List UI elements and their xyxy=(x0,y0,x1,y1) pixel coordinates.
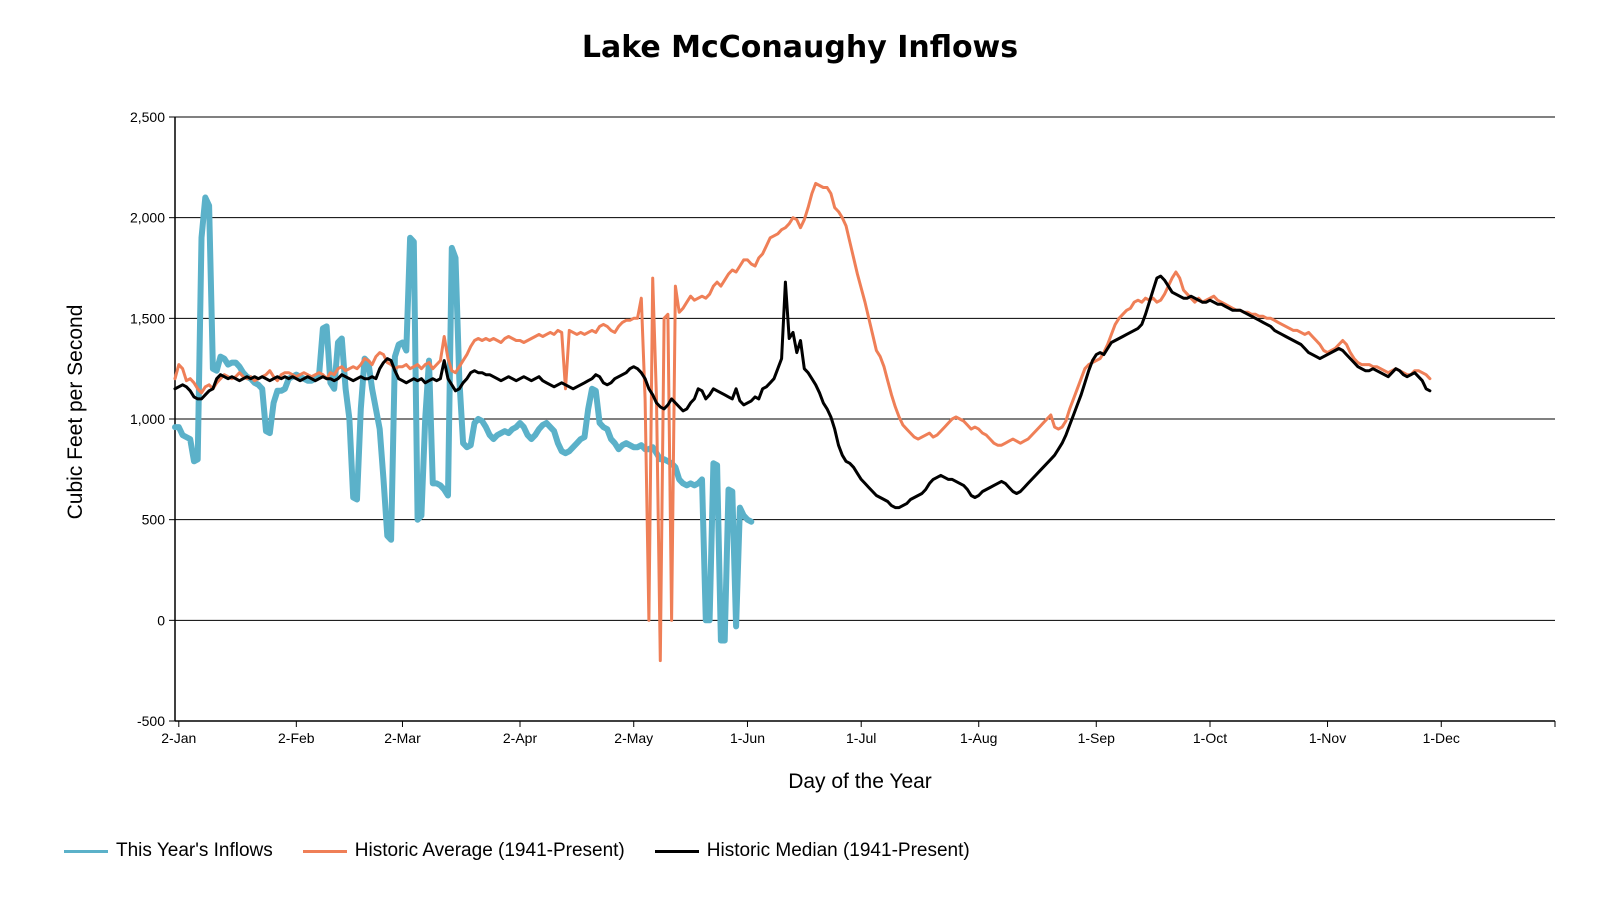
x-tick-label: 2-Feb xyxy=(278,730,315,746)
y-tick-label: 500 xyxy=(142,512,166,528)
legend-label-historic-median: Historic Median (1941-Present) xyxy=(706,840,970,861)
x-tick-label: 1-Jun xyxy=(730,730,765,746)
y-axis-title: Cubic Feet per Second xyxy=(64,305,87,520)
y-tick-label: 0 xyxy=(157,612,165,628)
series-line-this-year xyxy=(172,194,755,644)
y-tick-label: -500 xyxy=(137,713,165,729)
x-tick-label: 1-Jul xyxy=(846,730,876,746)
legend-item-historic-average[interactable]: Historic Average (1941-Present) xyxy=(302,840,625,862)
y-tick-label: 2,000 xyxy=(130,210,165,226)
legend-swatch-this-year xyxy=(64,849,108,853)
x-tick-label: 1-Oct xyxy=(1193,730,1227,746)
chart-title: Lake McConaughy Inflows xyxy=(581,30,1019,65)
x-tick-label: 2-Apr xyxy=(503,730,538,746)
x-tick-label: 1-Dec xyxy=(1423,730,1460,746)
x-tick-label: 2-Mar xyxy=(384,730,421,746)
legend-label-this-year: This Year's Inflows xyxy=(116,840,273,861)
x-tick-label: 1-Sep xyxy=(1078,730,1116,746)
legend-swatch-historic-median xyxy=(654,849,699,853)
x-tick-label: 2-Jan xyxy=(161,730,196,746)
axes: -500 0 500 1,000 1,500 2,000 2,500 2-Jan 2-Feb 2-… xyxy=(130,109,1556,746)
y-tick-label: 2,500 xyxy=(130,109,165,125)
series-lines xyxy=(172,181,1432,663)
x-axis-title: Day of the Year xyxy=(788,770,932,793)
gridlines xyxy=(175,116,1555,722)
series-line-historic-average xyxy=(173,181,1432,663)
legend-swatch-historic-average xyxy=(302,849,347,853)
legend: This Year's Inflows Historic Average (19… xyxy=(64,840,1000,862)
x-tick-label: 2-May xyxy=(614,730,653,746)
x-tick-label: 1-Nov xyxy=(1309,730,1346,746)
series-line-historic-median xyxy=(173,274,1432,510)
x-tick-label: 1-Aug xyxy=(960,730,997,746)
y-tick-label: 1,500 xyxy=(130,310,165,326)
legend-item-this-year[interactable]: This Year's Inflows xyxy=(64,840,273,862)
legend-label-historic-average: Historic Average (1941-Present) xyxy=(354,840,625,861)
y-tick-label: 1,000 xyxy=(130,411,165,427)
legend-item-historic-median[interactable]: Historic Median (1941-Present) xyxy=(654,840,970,862)
